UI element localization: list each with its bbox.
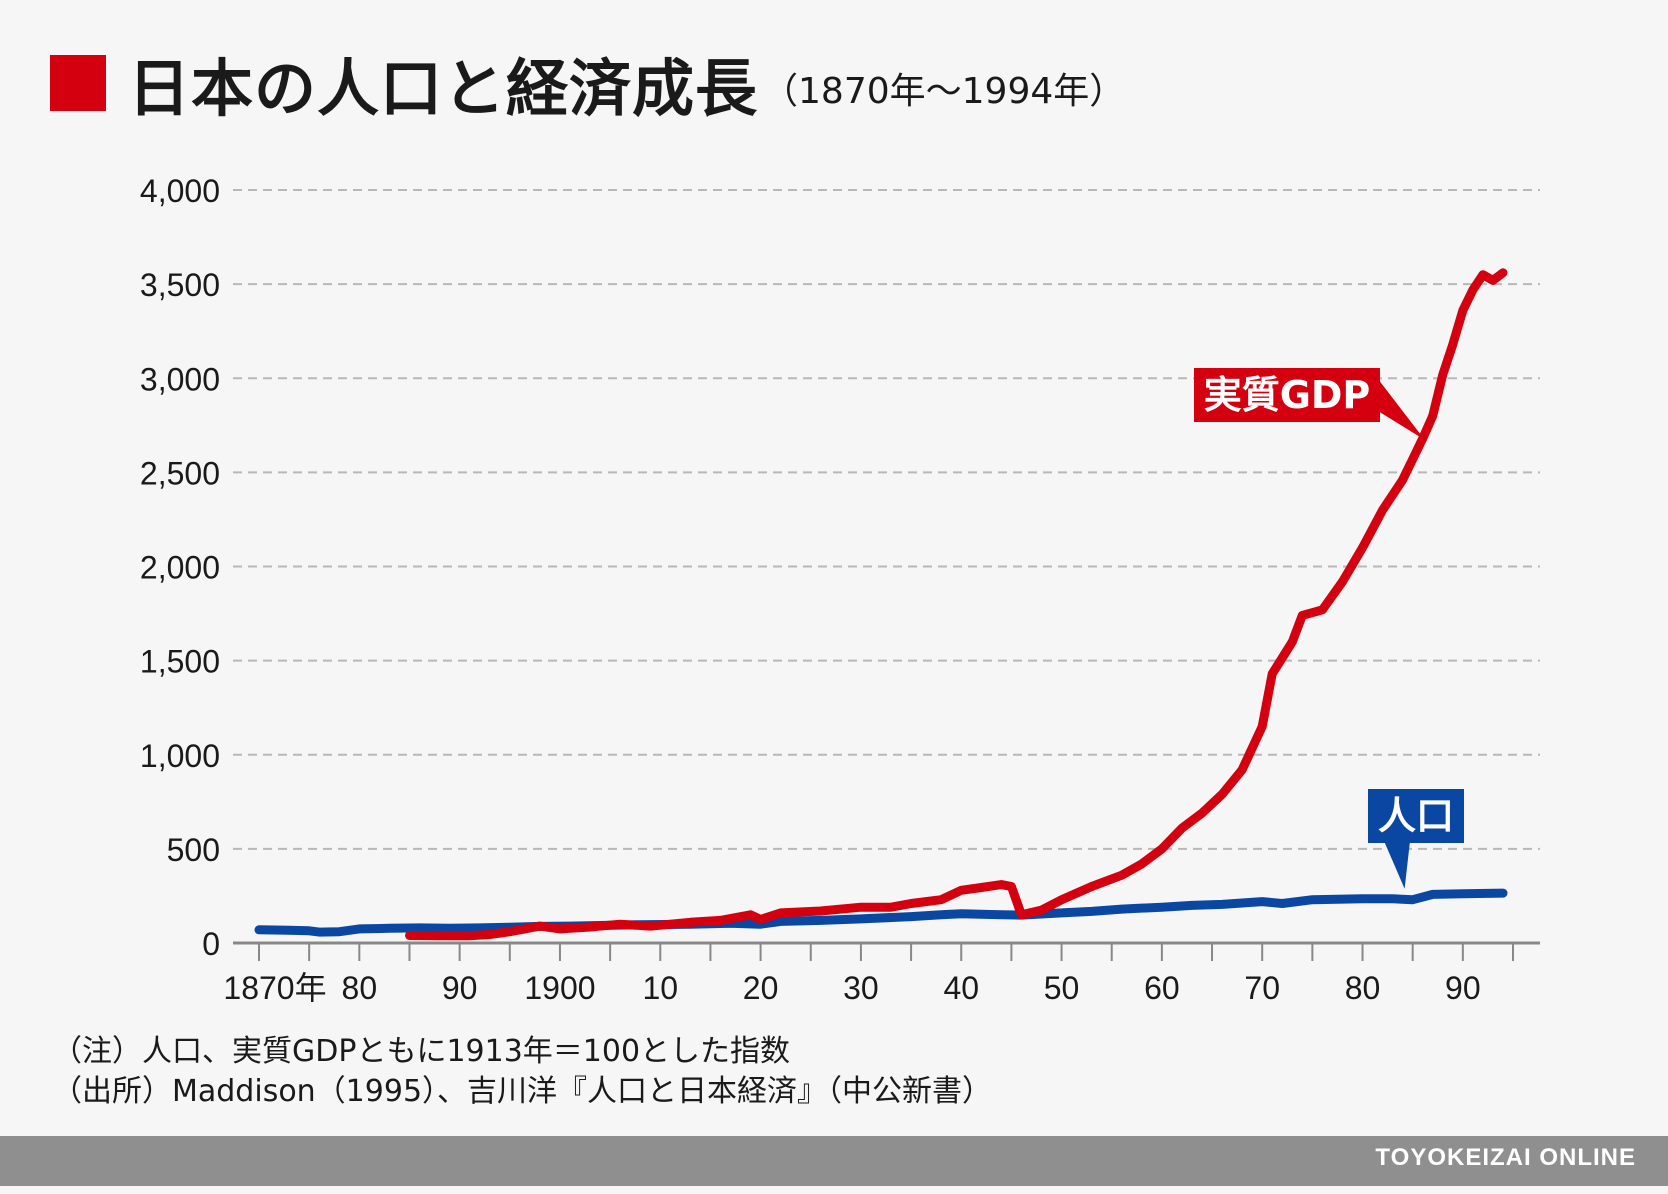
x-tick-label: 50 [1044, 970, 1080, 1006]
footer-brand: TOYOKEIZAI ONLINE [1375, 1144, 1636, 1171]
y-tick-label: 0 [202, 926, 220, 962]
x-tick-label: 20 [743, 970, 779, 1006]
y-tick-label: 1,000 [140, 738, 220, 774]
note-definition: （注）人口、実質GDPともに1913年＝100とした指数 [52, 1034, 791, 1069]
callout-gdp: 実質GDP [1194, 368, 1425, 440]
chart-title: 日本の人口と経済成長 [128, 52, 759, 125]
series-line-population [254, 888, 1508, 937]
chart-title-block: 日本の人口と経済成長 （1870年〜1994年） [50, 38, 1125, 128]
x-tick-label: 1870年 [223, 970, 326, 1006]
x-tick-label: 90 [1445, 970, 1481, 1006]
chart-notes: （注）人口、実質GDPともに1913年＝100とした指数 （出所）Maddiso… [52, 1032, 992, 1112]
x-tick-label: 80 [1345, 970, 1381, 1006]
callout-pointer [1378, 379, 1425, 440]
series-line-gdp [405, 268, 1508, 941]
y-tick-label: 1,500 [140, 644, 220, 680]
title-marker-square [50, 55, 106, 111]
y-tick-label: 3,500 [140, 267, 220, 303]
grid-lines [233, 189, 1540, 850]
x-tick-label: 10 [642, 970, 678, 1006]
y-tick-label: 2,000 [140, 550, 220, 586]
x-tick-label: 60 [1144, 970, 1180, 1006]
x-tick-label: 40 [943, 970, 979, 1006]
callout-label: 実質GDP [1204, 373, 1371, 417]
callout-label: 人口 [1378, 794, 1454, 838]
x-tick-label: 30 [843, 970, 879, 1006]
callout-box [1194, 368, 1380, 422]
x-tick-label: 70 [1244, 970, 1280, 1006]
x-tick-label: 1900 [524, 970, 595, 1006]
note-source: （出所）Maddison（1995）、吉川洋『人口と日本経済』（中公新書） [52, 1074, 993, 1109]
x-tick-label: 80 [342, 970, 378, 1006]
callout-pointer [1384, 841, 1410, 889]
series-callouts: 実質GDP 人口 [1194, 368, 1464, 889]
footer-bar: TOYOKEIZAI ONLINE [0, 1136, 1668, 1186]
x-tick-label: 90 [442, 970, 478, 1006]
y-tick-label: 3,000 [140, 361, 220, 397]
y-tick-label: 2,500 [140, 455, 220, 491]
chart-subtitle: （1870年〜1994年） [762, 71, 1126, 112]
y-tick-label: 500 [167, 832, 220, 868]
callout-population: 人口 [1368, 789, 1464, 889]
axes: 0 500 1,000 1,500 2,000 2,500 3,000 3,500 4,000 1… [140, 173, 1540, 1006]
series-lines [254, 268, 1508, 941]
y-tick-label: 4,000 [140, 173, 220, 209]
callout-box [1368, 789, 1464, 843]
